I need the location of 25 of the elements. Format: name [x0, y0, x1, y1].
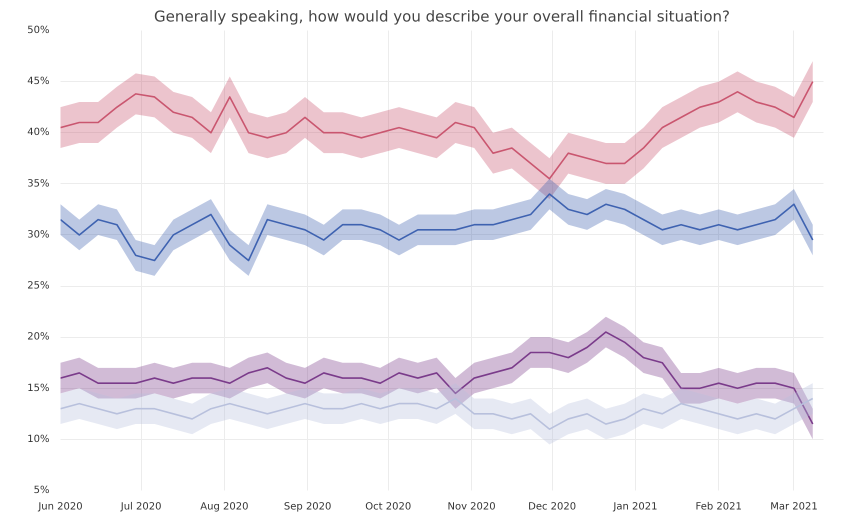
- line-series: [60, 80, 814, 180]
- y-tick-label: 15%: [27, 382, 50, 394]
- x-tick-label: Dec 2020: [528, 502, 576, 512]
- x-tick-label: Mar 2021: [770, 502, 818, 512]
- y-tick-label: 45%: [27, 76, 50, 88]
- y-tick-label: 50%: [27, 25, 50, 36]
- y-tick-label: 40%: [27, 127, 50, 138]
- line-series: [60, 398, 814, 430]
- y-tick-label: 25%: [27, 280, 50, 292]
- x-tick-label: Sep 2020: [284, 502, 332, 512]
- x-tick-label: Feb 2021: [696, 502, 742, 512]
- x-tick-label: Aug 2020: [200, 502, 248, 512]
- y-tick-label: 10%: [27, 434, 50, 445]
- x-tick-label: Jul 2020: [120, 502, 162, 512]
- y-tick-label: 30%: [27, 229, 50, 240]
- y-tick-label: 5%: [34, 485, 50, 496]
- x-tick-label: Jan 2021: [612, 502, 658, 512]
- x-tick-label: Oct 2020: [365, 502, 412, 512]
- line-series: [60, 331, 814, 425]
- x-tick-label: Nov 2020: [447, 502, 496, 512]
- chart-title: Generally speaking, how would you describe your overall financial situation?: [154, 8, 730, 26]
- line-series: [60, 193, 814, 262]
- y-tick-label: 20%: [27, 332, 50, 343]
- y-tick-label: 35%: [27, 178, 50, 190]
- x-tick-label: Jun 2020: [37, 502, 83, 512]
